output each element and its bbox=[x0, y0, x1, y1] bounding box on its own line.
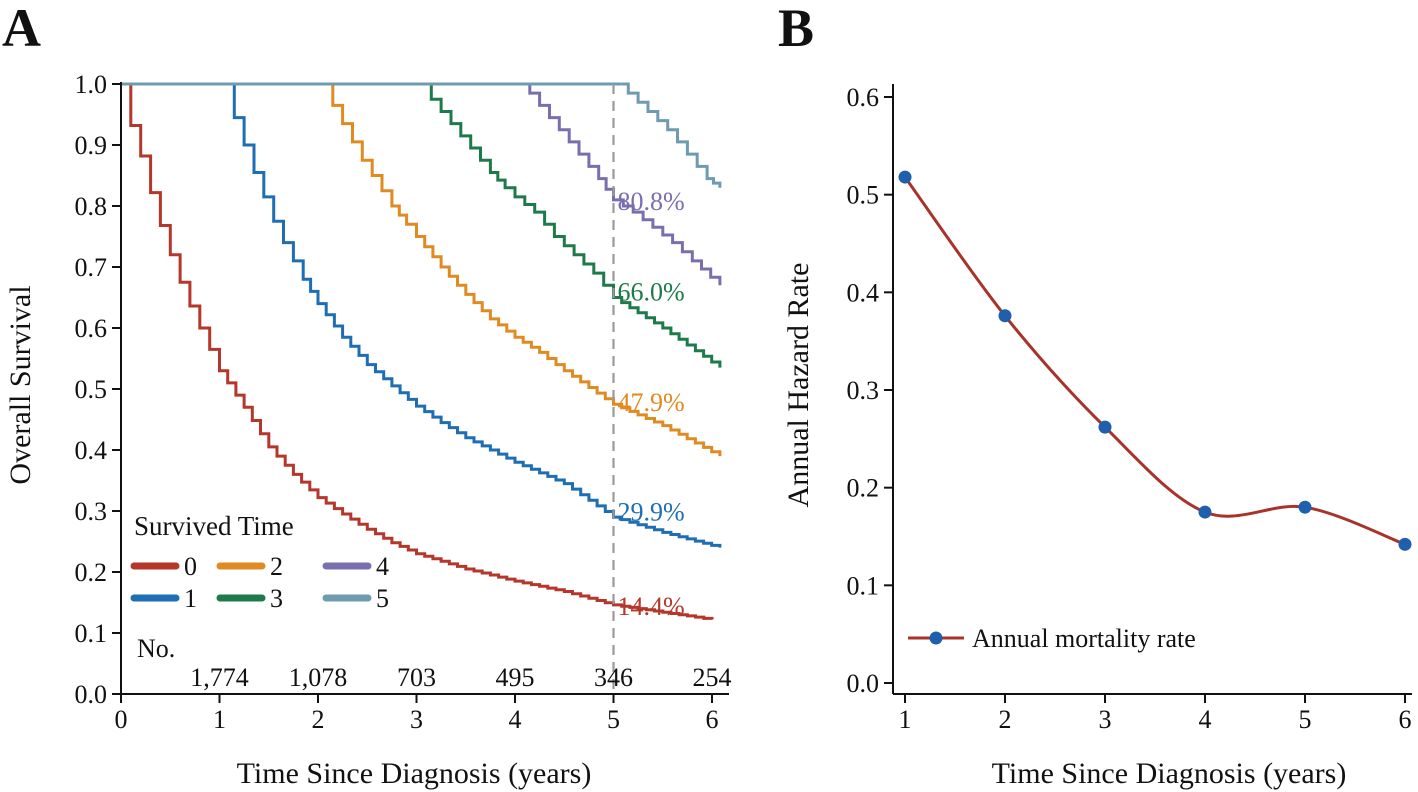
survival-curve-0 bbox=[121, 82, 714, 620]
hazard-x-tick-label: 3 bbox=[1099, 705, 1112, 734]
hazard-legend-label: Annual mortality rate bbox=[972, 624, 1196, 653]
survival-curve-5 bbox=[621, 82, 722, 188]
panel-a-letter: A bbox=[2, 0, 41, 58]
legend-label-1: 1 bbox=[184, 584, 197, 613]
survival-x-tick-label: 5 bbox=[607, 705, 620, 734]
survival-y-tick-label: 0.5 bbox=[75, 375, 108, 404]
hazard-y-tick-label: 0.6 bbox=[847, 83, 880, 112]
survival-y-tick-label: 1.0 bbox=[75, 70, 108, 99]
legend-label-3: 3 bbox=[270, 584, 283, 613]
survival-curve-4 bbox=[522, 82, 722, 286]
hazard-x-tick-label: 2 bbox=[999, 705, 1012, 734]
hazard-y-tick-label: 0.0 bbox=[847, 669, 880, 698]
hazard-legend: Annual mortality rate bbox=[908, 624, 1196, 653]
hazard-y-axis-title: Annual Hazard Rate bbox=[782, 263, 815, 508]
survival-label-4: 80.8% bbox=[618, 187, 685, 216]
hazard-y-tick-label: 0.2 bbox=[847, 474, 880, 503]
survival-y-tick-label: 0.7 bbox=[75, 253, 108, 282]
hazard-y-tick-label: 0.4 bbox=[847, 278, 880, 307]
survival-label-0: 14.4% bbox=[618, 592, 685, 621]
hazard-point bbox=[1098, 420, 1112, 434]
hazard-point bbox=[1198, 505, 1212, 519]
survival-curve-3 bbox=[423, 82, 722, 368]
hazard-y-tick-label: 0.3 bbox=[847, 376, 880, 405]
survival-y-tick-label: 0.1 bbox=[75, 619, 108, 648]
survival-x-tick-label: 4 bbox=[509, 705, 522, 734]
survival-curve-2 bbox=[324, 82, 722, 457]
legend-title: Survived Time bbox=[134, 511, 294, 541]
survival-y-tick-label: 0.8 bbox=[75, 192, 108, 221]
hazard-point bbox=[1298, 500, 1312, 514]
risk-table-header: No. bbox=[137, 634, 175, 663]
legend-label-0: 0 bbox=[184, 552, 197, 581]
survival-label-3: 66.0% bbox=[618, 277, 685, 306]
hazard-x-axis-title: Time Since Diagnosis (years) bbox=[992, 757, 1347, 790]
survival-x-tick-label: 2 bbox=[312, 705, 325, 734]
survival-x-tick-label: 6 bbox=[706, 705, 719, 734]
survival-curves bbox=[121, 82, 722, 620]
hazard-x-tick-label: 5 bbox=[1299, 705, 1312, 734]
survival-y-axis-title: Overall Survival bbox=[4, 285, 37, 484]
hazard-points bbox=[898, 170, 1412, 551]
hazard-legend-swatch-marker bbox=[929, 631, 943, 645]
risk-count: 1,078 bbox=[289, 663, 348, 692]
risk-table: No. 1,774 1,078 703 495 346 254 bbox=[137, 634, 732, 692]
survival-x-ticks: 0 1 2 3 4 5 6 bbox=[115, 694, 719, 734]
hazard-y-tick-label: 0.1 bbox=[847, 571, 880, 600]
hazard-curve bbox=[903, 176, 1406, 546]
hazard-chart: 0.0 0.1 0.2 0.3 0.4 0.5 0.6 1 2 3 4 5 6 Annual Haza… bbox=[782, 83, 1412, 790]
risk-count: 346 bbox=[594, 663, 633, 692]
survival-y-ticks: 0.0 0.1 0.2 0.3 0.4 0.5 0.6 0.7 0.8 0.9 1.0 bbox=[75, 70, 121, 709]
hazard-x-tick-label: 1 bbox=[899, 705, 912, 734]
hazard-point bbox=[898, 170, 912, 184]
survival-label-2: 47.9% bbox=[618, 388, 685, 417]
hazard-y-ticks: 0.0 0.1 0.2 0.3 0.4 0.5 0.6 bbox=[847, 83, 893, 698]
legend-label-2: 2 bbox=[270, 552, 283, 581]
survival-y-tick-label: 0.4 bbox=[75, 436, 108, 465]
survival-y-tick-label: 0.6 bbox=[75, 314, 108, 343]
survival-labels: 14.4% 29.9% 47.9% 66.0% 80.8% bbox=[618, 187, 685, 621]
survival-y-tick-label: 0.3 bbox=[75, 497, 108, 526]
survival-label-1: 29.9% bbox=[618, 498, 685, 527]
survival-y-tick-label: 0.0 bbox=[75, 680, 108, 709]
hazard-y-tick-label: 0.5 bbox=[847, 181, 880, 210]
risk-count: 703 bbox=[397, 663, 436, 692]
survival-curve-1 bbox=[227, 82, 722, 548]
survival-y-tick-label: 0.9 bbox=[75, 131, 108, 160]
survival-x-tick-label: 0 bbox=[115, 705, 128, 734]
hazard-point bbox=[1398, 537, 1412, 551]
legend-label-5: 5 bbox=[376, 584, 389, 613]
panel-b-letter: B bbox=[778, 0, 814, 58]
risk-count: 254 bbox=[693, 663, 732, 692]
survival-chart: 14.4%29.9%47.9%66.0%80.8% 0.00.10.20.30.… bbox=[4, 70, 732, 790]
hazard-x-tick-label: 4 bbox=[1199, 705, 1212, 734]
legend-label-4: 4 bbox=[376, 552, 389, 581]
survival-x-axis-title: Time Since Diagnosis (years) bbox=[237, 757, 592, 790]
survival-y-tick-label: 0.2 bbox=[75, 558, 108, 587]
survival-x-tick-label: 1 bbox=[213, 705, 226, 734]
hazard-x-tick-label: 6 bbox=[1399, 705, 1412, 734]
survival-legend: Survived Time 0 1 2 3 4 5 bbox=[130, 511, 389, 613]
risk-count: 1,774 bbox=[190, 663, 249, 692]
survival-x-tick-label: 3 bbox=[410, 705, 423, 734]
hazard-x-ticks: 1 2 3 4 5 6 bbox=[899, 694, 1412, 734]
hazard-point bbox=[998, 309, 1012, 323]
risk-count: 495 bbox=[496, 663, 535, 692]
